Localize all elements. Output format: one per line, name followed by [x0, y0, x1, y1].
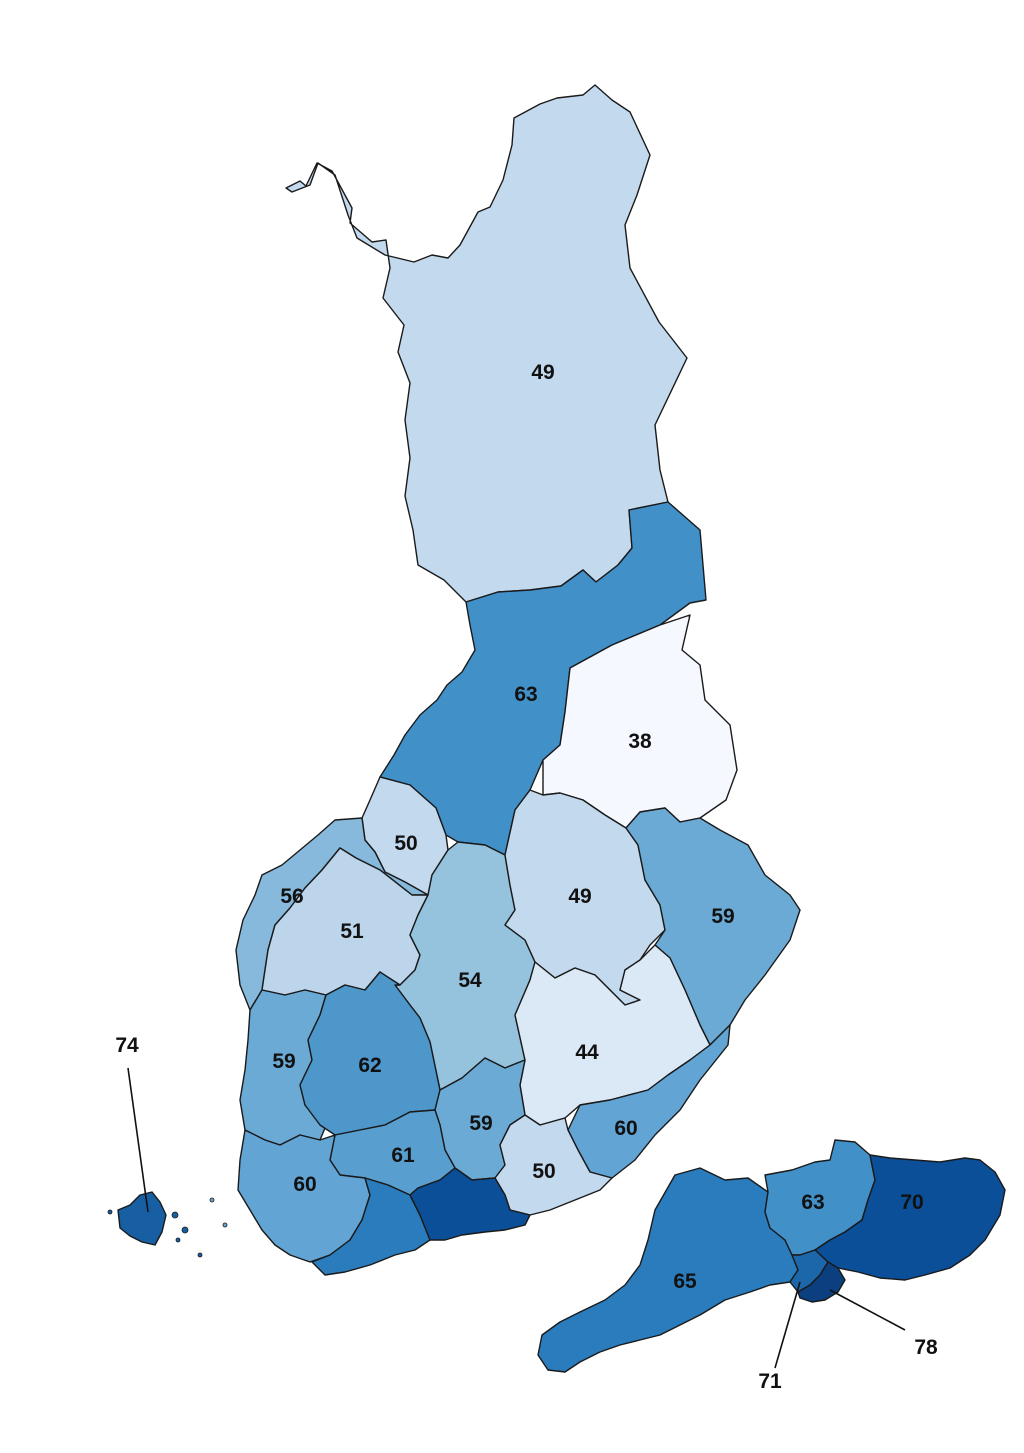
region-north-karelia	[625, 807, 801, 1046]
value-label-south-ostrobothnia: 51	[340, 920, 364, 943]
value-label-paijat-hame: 59	[469, 1112, 492, 1135]
region-aland	[117, 1191, 167, 1246]
value-label-south-karelia: 60	[614, 1117, 637, 1140]
value-label-inset-central-uusimaa: 63	[801, 1191, 824, 1214]
value-label-pirkanmaa: 62	[358, 1054, 381, 1077]
value-label-north-karelia: 59	[711, 905, 734, 928]
value-label-lapland: 49	[531, 361, 554, 384]
aland-islets	[107, 1197, 228, 1258]
leader-line-aland	[127, 1067, 149, 1213]
value-label-central-ostrobothnia: 50	[394, 832, 417, 855]
value-label-kainuu: 38	[628, 730, 652, 753]
value-label-inset-west-uusimaa: 65	[673, 1270, 697, 1293]
leader-line-helsinki-west	[774, 1281, 801, 1369]
value-label-inset-east-uusimaa: 70	[900, 1191, 923, 1214]
value-label-aland: 74	[115, 1034, 139, 1057]
region-kymenlaakso	[494, 1114, 613, 1216]
value-label-ostrobothnia: 56	[280, 885, 303, 908]
leader-line-helsinki	[829, 1289, 906, 1331]
value-label-north-ostrobothnia: 63	[514, 683, 537, 706]
value-label-kanta-hame: 61	[391, 1144, 415, 1167]
value-label-southwest-finland: 60	[293, 1173, 316, 1196]
region-lapland	[285, 84, 688, 603]
region-uusimaa-east	[409, 1167, 531, 1241]
value-label-inset-helsinki-west: 71	[758, 1370, 782, 1393]
value-label-south-savo: 44	[575, 1041, 599, 1064]
value-label-central-finland: 54	[458, 969, 482, 992]
value-label-kymenlaakso: 50	[532, 1160, 555, 1183]
value-label-satakunta: 59	[272, 1050, 295, 1073]
value-label-inset-helsinki: 78	[914, 1336, 938, 1359]
value-label-north-savo: 49	[568, 885, 591, 908]
inset-region-east-uusimaa	[814, 1154, 1006, 1281]
